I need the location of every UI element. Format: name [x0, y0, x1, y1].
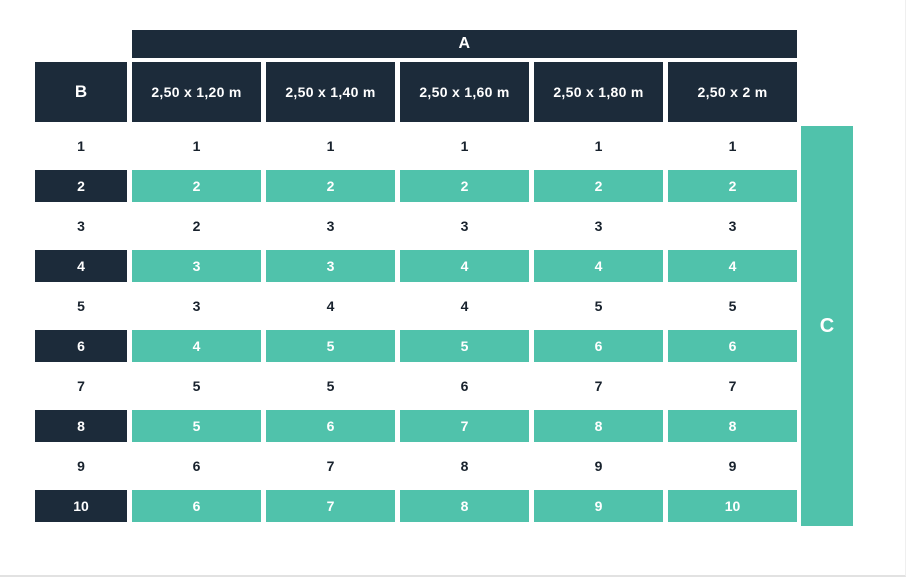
row-label: 9	[77, 458, 85, 474]
table-cell: 4	[400, 246, 529, 286]
table-cell: 9	[534, 486, 663, 526]
table-cell: 5	[594, 298, 603, 314]
table-cell: 4	[326, 298, 335, 314]
row-label: 3	[77, 218, 85, 234]
table-cell: 9	[594, 458, 603, 474]
table-cell: 3	[266, 246, 395, 286]
table-cell: 6	[132, 486, 261, 526]
table-cell: 1	[192, 138, 201, 154]
table-cell: 6	[460, 378, 469, 394]
table-cell: 5	[326, 378, 335, 394]
table-cell: 3	[132, 246, 261, 286]
row-label: 4	[35, 246, 127, 286]
table-cell: 7	[728, 378, 737, 394]
table-cell: 8	[460, 458, 469, 474]
row-label: 6	[35, 326, 127, 366]
row-group-header-b: B	[35, 62, 127, 122]
side-header-c: C	[801, 126, 853, 526]
row-label: 5	[77, 298, 85, 314]
table-cell: 4	[460, 298, 469, 314]
table-cell: 5	[132, 406, 261, 446]
row-label: 8	[35, 406, 127, 446]
table-cell: 6	[534, 326, 663, 366]
table-cell: 6	[192, 458, 201, 474]
table-cell: 7	[326, 458, 335, 474]
table-cell: 4	[668, 246, 797, 286]
table-cell: 2	[668, 166, 797, 206]
table-cell: 1	[728, 138, 737, 154]
table-cell: 8	[400, 486, 529, 526]
column-group-header-a: A	[132, 30, 797, 58]
table-cell: 6	[266, 406, 395, 446]
table-cell: 4	[534, 246, 663, 286]
column-header: 2,50 x 1,60 m	[400, 62, 529, 122]
table-cell: 2	[192, 218, 201, 234]
table-cell: 3	[594, 218, 603, 234]
table-cell: 8	[668, 406, 797, 446]
row-label: 2	[35, 166, 127, 206]
table-cell: 1	[460, 138, 469, 154]
table-cell: 6	[668, 326, 797, 366]
table-cell: 5	[266, 326, 395, 366]
table-cell: 2	[400, 166, 529, 206]
row-label: 7	[77, 378, 85, 394]
table-cell: 1	[594, 138, 603, 154]
column-header: 2,50 x 2 m	[668, 62, 797, 122]
table-cell: 3	[326, 218, 335, 234]
table-cell: 1	[326, 138, 335, 154]
table-cell: 10	[668, 486, 797, 526]
row-label: 10	[35, 486, 127, 526]
table-cell: 3	[460, 218, 469, 234]
row-label: 1	[77, 138, 85, 154]
table-cell: 5	[400, 326, 529, 366]
table-cell: 5	[192, 378, 201, 394]
table-cell: 3	[192, 298, 201, 314]
column-header: 2,50 x 1,20 m	[132, 62, 261, 122]
table-cell: 8	[534, 406, 663, 446]
table-cell: 2	[266, 166, 395, 206]
table-cell: 7	[594, 378, 603, 394]
table-cell: 5	[728, 298, 737, 314]
table-cell: 7	[266, 486, 395, 526]
table-cell: 2	[534, 166, 663, 206]
column-header: 2,50 x 1,80 m	[534, 62, 663, 122]
column-header: 2,50 x 1,40 m	[266, 62, 395, 122]
table-cell: 3	[728, 218, 737, 234]
table-cell: 7	[400, 406, 529, 446]
table-cell: 9	[728, 458, 737, 474]
table-cell: 4	[132, 326, 261, 366]
table-cell: 2	[132, 166, 261, 206]
